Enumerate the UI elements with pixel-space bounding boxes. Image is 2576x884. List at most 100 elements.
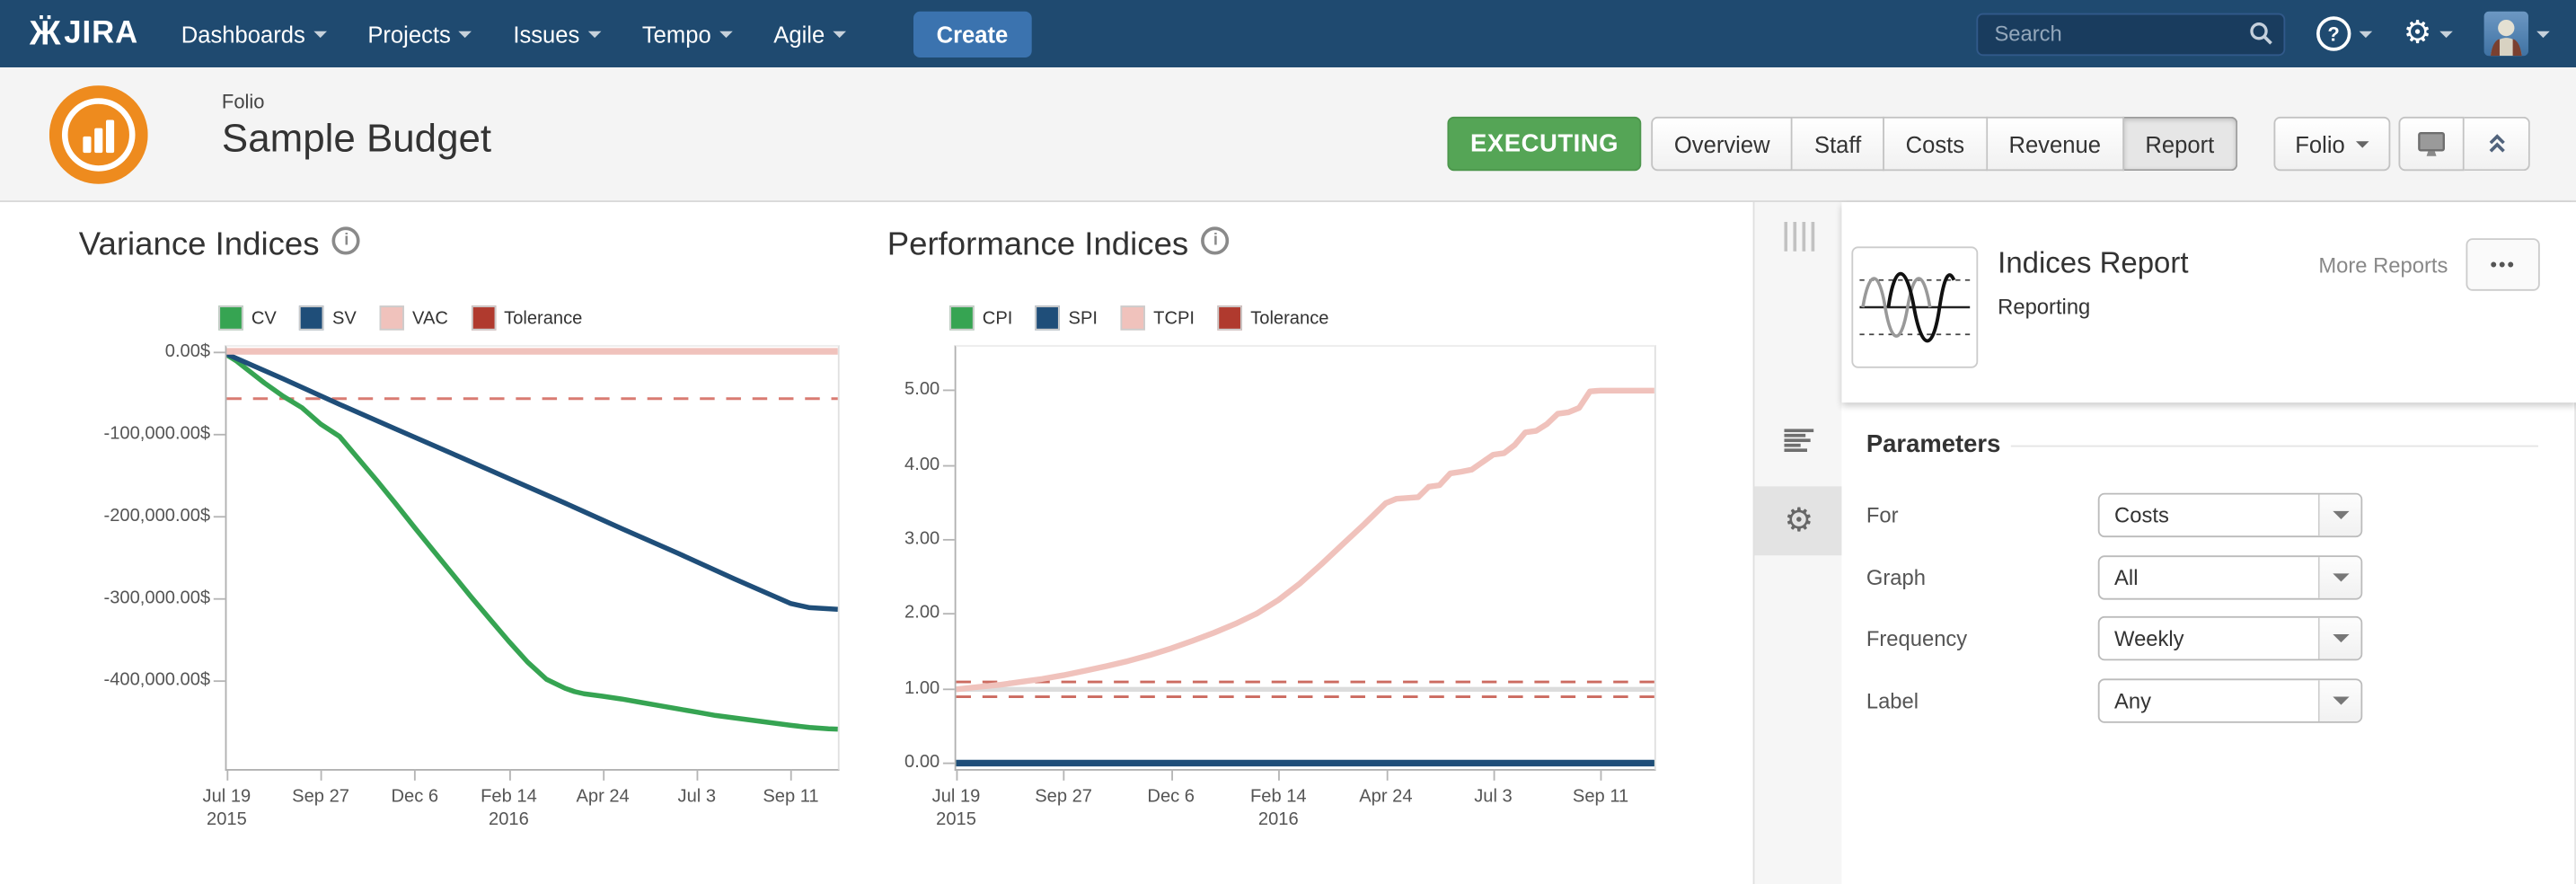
legend-swatch-tolerance[interactable]: [1217, 305, 1243, 331]
chevron-down-icon: [2359, 30, 2373, 38]
series-tcpi: [956, 387, 1654, 693]
select-caret: [2317, 556, 2361, 597]
info-icon[interactable]: i: [1201, 226, 1230, 255]
legend-swatch-tcpi[interactable]: [1120, 305, 1146, 331]
admin-menu[interactable]: ⚙: [2404, 18, 2453, 49]
tab-report[interactable]: Report: [2123, 116, 2237, 172]
y-tick-label: 2.00: [904, 603, 940, 623]
legend-label: CPI: [982, 307, 1013, 328]
report-options-button[interactable]: •••: [2466, 238, 2540, 291]
x-tick-mark: [1063, 769, 1065, 781]
legend-label: VAC: [412, 307, 448, 328]
folio-menu-button[interactable]: Folio: [2273, 116, 2391, 172]
legend-swatch-spi[interactable]: [1035, 305, 1061, 331]
x-tick-label: Jul 3: [677, 787, 717, 808]
legend-swatch-tolerance[interactable]: [471, 305, 496, 331]
search-icon: [2250, 22, 2272, 44]
page-header: Folio Sample Budget EXECUTING Overview St…: [0, 66, 2576, 202]
variance-indices-legend: CV SV VAC Tolerance: [218, 305, 605, 331]
y-tick-label: -200,000.00$: [103, 506, 211, 526]
x-tick-sublabel: 2016: [1257, 809, 1299, 830]
x-tick-label: Jul 3: [1474, 787, 1513, 808]
y-tick-mark: [213, 598, 225, 601]
for-select[interactable]: Costs: [2097, 492, 2363, 538]
y-tick-label: 1.00: [904, 677, 940, 698]
x-tick-label: Sep 11: [763, 787, 819, 808]
x-tick-label: Sep 27: [1035, 787, 1093, 808]
x-tick-sublabel: 2016: [489, 809, 529, 830]
legend-label: SV: [331, 307, 357, 328]
x-tick-mark: [956, 769, 958, 781]
y-tick-label: 4.00: [904, 454, 940, 474]
chevron-down-icon: [2332, 695, 2349, 704]
legend-label: Tolerance: [504, 307, 583, 328]
parameter-label: Graph: [1866, 564, 1926, 589]
nav-item-tempo[interactable]: Tempo: [642, 21, 733, 47]
parameter-label: Label: [1866, 687, 1919, 712]
y-tick-label: 0.00: [904, 752, 940, 773]
y-tick-mark: [942, 687, 955, 690]
double-chevron-up-icon: [2488, 134, 2504, 153]
report-thumbnail[interactable]: [1851, 246, 1979, 368]
nav-item-label: Tempo: [641, 20, 711, 48]
folio-project-icon: [49, 85, 148, 192]
sidebar-rail: ⚙: [1752, 201, 1844, 884]
tab-revenue[interactable]: Revenue: [1987, 116, 2124, 172]
parameter-row: Frequency Weekly: [1841, 615, 2576, 661]
chevron-down-icon: [2332, 572, 2349, 581]
legend-swatch-cv[interactable]: [218, 305, 243, 331]
chevron-down-icon: [719, 30, 733, 38]
y-tick-mark: [213, 680, 225, 683]
frequency-select[interactable]: Weekly: [2097, 615, 2363, 661]
graph-select[interactable]: All: [2097, 554, 2363, 599]
tab-staff[interactable]: Staff: [1793, 116, 1884, 172]
report-lines-icon[interactable]: [1754, 429, 1843, 453]
nav-item-dashboards[interactable]: Dashboards: [181, 21, 327, 47]
nav-item-issues[interactable]: Issues: [513, 21, 602, 47]
tab-costs[interactable]: Costs: [1883, 116, 1988, 172]
y-tick-mark: [942, 538, 955, 541]
performance-indices-legend: CPI SPI TCPI Tolerance: [949, 305, 1352, 331]
settings-gear-icon[interactable]: ⚙: [1784, 502, 1814, 539]
chevron-down-icon: [2356, 140, 2370, 147]
legend-swatch-vac[interactable]: [379, 305, 404, 331]
rail-selected-highlight: [1754, 486, 1844, 556]
x-tick-sublabel: 2015: [936, 809, 976, 830]
presentation-mode-button[interactable]: [2398, 116, 2465, 172]
legend-swatch-sv[interactable]: [299, 305, 324, 331]
nav-item-agile[interactable]: Agile: [773, 21, 846, 47]
chevron-down-icon: [313, 30, 327, 38]
monitor-icon: [2418, 131, 2445, 155]
x-tick-mark: [508, 769, 511, 781]
drag-grip-icon[interactable]: [1754, 221, 1843, 252]
search-input[interactable]: [1976, 12, 2286, 56]
more-reports-link[interactable]: More Reports: [2318, 252, 2448, 278]
tab-overview[interactable]: Overview: [1651, 116, 1794, 172]
chart-title-text: Variance Indices: [78, 226, 320, 263]
legend-swatch-cpi[interactable]: [949, 305, 975, 331]
jira-logo-icon: Ӝ: [29, 14, 61, 53]
label-select[interactable]: Any: [2097, 677, 2363, 722]
parameter-row: Graph All: [1841, 554, 2576, 599]
x-tick-mark: [414, 769, 417, 781]
collapse-header-button[interactable]: [2464, 116, 2530, 172]
jira-logo[interactable]: Ӝ JIRA: [30, 15, 138, 51]
sine-waves-icon: [1859, 272, 1971, 343]
nav-item-label: Agile: [773, 20, 825, 48]
chart-title-text: Performance Indices: [887, 226, 1189, 263]
jira-logo-text: JIRA: [64, 15, 139, 50]
status-badge[interactable]: EXECUTING: [1447, 116, 1642, 172]
user-menu[interactable]: [2483, 11, 2550, 57]
gear-icon: ⚙: [2403, 16, 2432, 51]
select-caret: [2317, 679, 2361, 721]
info-icon[interactable]: i: [332, 226, 361, 255]
parameters-heading: Parameters: [1866, 430, 2001, 459]
create-button[interactable]: Create: [913, 10, 1031, 57]
y-tick-label: 5.00: [904, 379, 940, 400]
y-tick-mark: [942, 389, 955, 392]
nav-item-projects[interactable]: Projects: [367, 21, 472, 47]
y-tick-mark: [213, 516, 225, 518]
header-icon-buttons: [2398, 116, 2530, 172]
select-caret: [2317, 617, 2361, 659]
help-menu[interactable]: ?: [2316, 16, 2373, 51]
